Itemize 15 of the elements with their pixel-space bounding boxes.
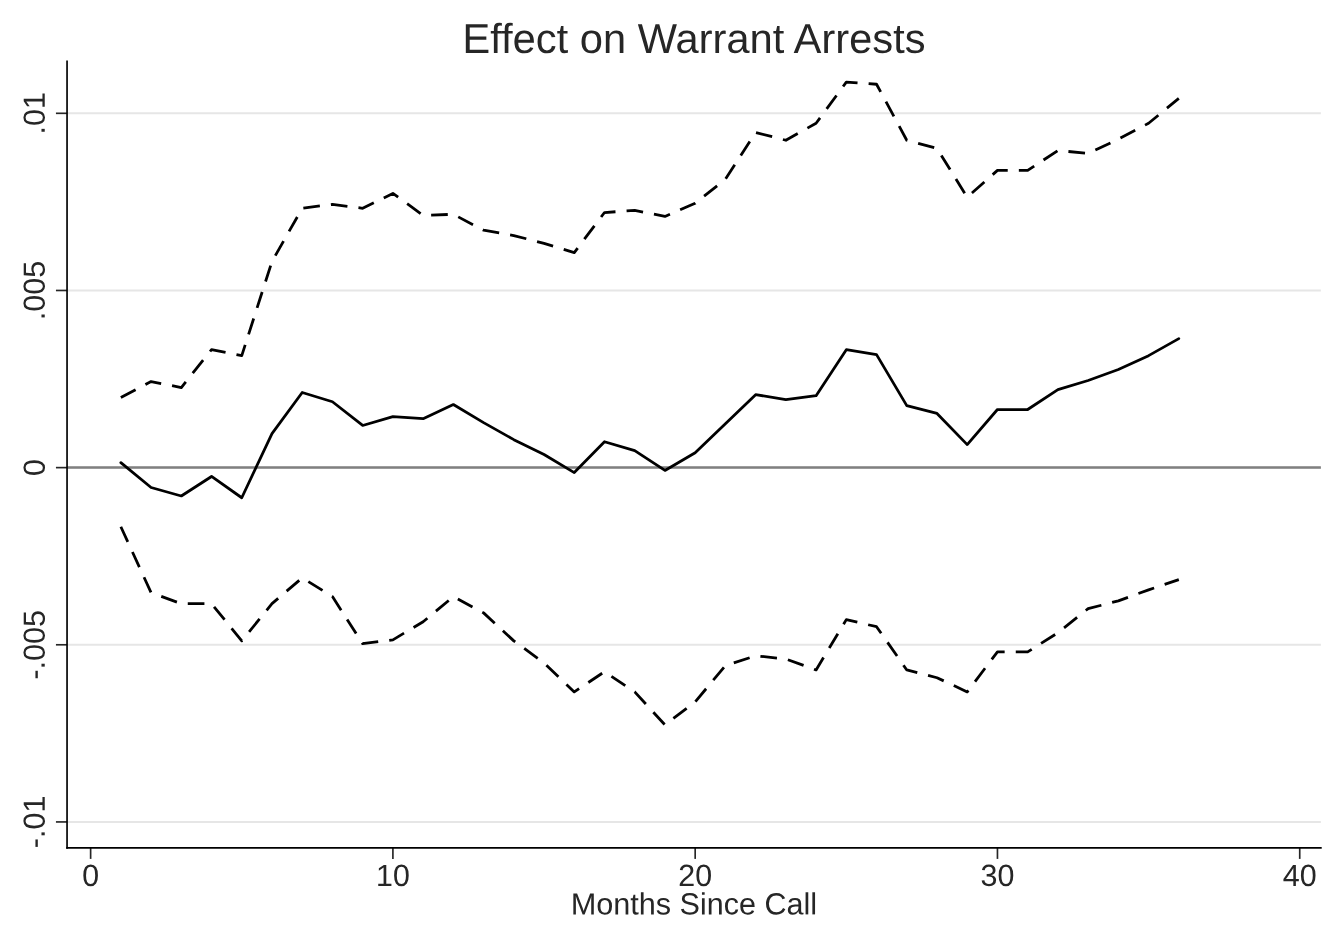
y-tick-label: .01 bbox=[23, 93, 46, 132]
x-tick-label: 40 bbox=[1283, 864, 1316, 887]
y-tick-label: .005 bbox=[23, 262, 46, 318]
y-tick-label: 0 bbox=[23, 460, 46, 475]
x-tick-label: 20 bbox=[679, 864, 711, 887]
line-series bbox=[119, 525, 1181, 727]
chart-title: Effect on Warrant Arrests bbox=[465, 22, 925, 54]
x-tick-label: 30 bbox=[981, 864, 1014, 887]
x-tick-label: 0 bbox=[83, 864, 98, 887]
line-series bbox=[119, 337, 1181, 500]
x-axis-title: Months Since Call bbox=[573, 892, 816, 915]
x-tick-label: 10 bbox=[378, 864, 409, 887]
y-tick-label: -.005 bbox=[23, 611, 46, 679]
y-tick-label: -.01 bbox=[23, 797, 46, 847]
line-series bbox=[119, 80, 1181, 399]
